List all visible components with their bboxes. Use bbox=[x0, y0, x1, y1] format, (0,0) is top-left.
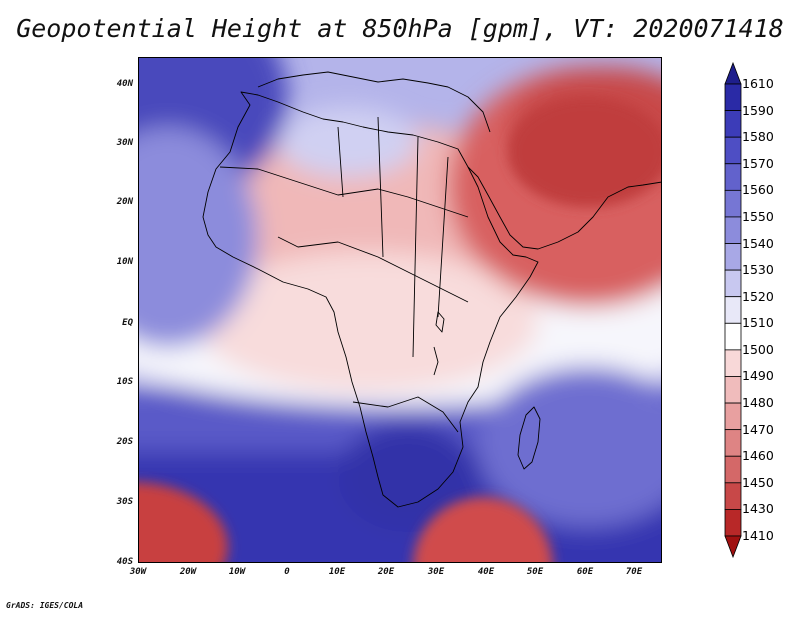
colorbar-label: 1430 bbox=[742, 501, 774, 517]
x-tick-label: 40E bbox=[477, 567, 495, 577]
y-tick-label: EQ bbox=[122, 318, 133, 328]
colorbar-segment bbox=[724, 402, 742, 431]
colorbar-bottom-arrow bbox=[724, 535, 742, 558]
colorbar-segment bbox=[724, 110, 742, 138]
x-tick-label: 10W bbox=[228, 567, 246, 577]
y-tick-label: 10N bbox=[116, 257, 133, 267]
colorbar-label: 1500 bbox=[742, 341, 774, 357]
colorbar-segment bbox=[724, 296, 742, 324]
x-tick-label: 50E bbox=[526, 567, 544, 577]
colorbar-segment bbox=[724, 509, 742, 537]
colorbar-label: 1560 bbox=[742, 182, 774, 198]
field-region-central-africa bbox=[198, 252, 538, 392]
color-scale-bar bbox=[724, 62, 742, 558]
colorbar-segment bbox=[724, 163, 742, 191]
x-tick-label: 0 bbox=[284, 567, 290, 577]
colorbar-label: 1510 bbox=[742, 315, 774, 331]
colorbar-segment bbox=[724, 349, 742, 377]
field-region-southern-africa bbox=[338, 422, 478, 532]
great-lakes bbox=[433, 311, 445, 376]
border-sahel bbox=[219, 166, 469, 218]
y-tick-label: 40N bbox=[116, 79, 133, 89]
colorbar-label: 1540 bbox=[742, 235, 774, 251]
colorbar-segment bbox=[724, 429, 742, 457]
y-tick-label: 20S bbox=[116, 437, 133, 447]
colorbar-segment bbox=[724, 269, 742, 298]
border-south bbox=[352, 396, 459, 433]
field-region-arabia-core bbox=[508, 97, 662, 207]
field-region-sw-trough bbox=[138, 482, 228, 563]
border-meridional bbox=[337, 116, 449, 358]
colorbar-label: 1550 bbox=[742, 208, 774, 224]
colorbar-segment bbox=[724, 83, 742, 111]
field-region-s-trough bbox=[413, 497, 553, 563]
x-tick-label: 10E bbox=[328, 567, 346, 577]
colorbar-label: 1610 bbox=[742, 76, 774, 91]
field-region-indian-ocean bbox=[478, 367, 662, 527]
colorbar-segment bbox=[724, 216, 742, 244]
africa-coastline bbox=[202, 91, 539, 508]
x-tick-label: 70E bbox=[625, 567, 643, 577]
y-tick-label: 30S bbox=[116, 497, 133, 507]
colorbar-segment bbox=[724, 243, 742, 271]
x-tick-label: 60E bbox=[576, 567, 594, 577]
colorbar-label: 1520 bbox=[742, 288, 774, 304]
x-tick-label: 30W bbox=[129, 567, 147, 577]
colorbar-label: 1450 bbox=[742, 474, 774, 490]
colorbar-segment bbox=[724, 136, 742, 165]
border-central bbox=[277, 236, 469, 303]
colorbar-label: 1470 bbox=[742, 421, 774, 437]
colorbar-segment bbox=[724, 376, 742, 404]
geopotential-field-map bbox=[138, 57, 662, 563]
colorbar-segment bbox=[724, 482, 742, 510]
mediterranean-coast-north bbox=[257, 71, 491, 133]
colorbar-label: 1410 bbox=[742, 528, 774, 543]
colorbar-top-arrow bbox=[724, 62, 742, 85]
map-frame bbox=[138, 57, 662, 563]
y-tick-label: 10S bbox=[116, 377, 133, 387]
colorbar-label: 1570 bbox=[742, 155, 774, 171]
colorbar-label: 1580 bbox=[742, 129, 774, 145]
x-tick-label: 20E bbox=[377, 567, 395, 577]
field-region-mediterranean bbox=[278, 107, 418, 177]
y-tick-label: 40S bbox=[116, 557, 133, 567]
map-title: Geopotential Height at 850hPa [gpm], VT:… bbox=[16, 14, 784, 43]
x-tick-label: 30E bbox=[427, 567, 445, 577]
y-tick-label: 30N bbox=[116, 138, 133, 148]
colorbar-label: 1590 bbox=[742, 102, 774, 118]
map-panel bbox=[138, 57, 662, 563]
colorbar-segment bbox=[724, 189, 742, 218]
colorbar-label: 1490 bbox=[742, 368, 774, 384]
arabia-coastline bbox=[467, 166, 662, 250]
colorbar-label: 1530 bbox=[742, 262, 774, 278]
y-tick-label: 20N bbox=[116, 197, 133, 207]
colorbar-segment bbox=[724, 455, 742, 484]
grads-credit: GrADS: IGES/COLA bbox=[6, 601, 84, 610]
x-tick-label: 20W bbox=[179, 567, 197, 577]
colorbar-label: 1460 bbox=[742, 448, 774, 464]
madagascar-coastline bbox=[517, 406, 541, 470]
colorbar-label: 1480 bbox=[742, 395, 774, 411]
colorbar-segment bbox=[724, 322, 742, 351]
field-region-atlantic-mid bbox=[138, 127, 258, 347]
